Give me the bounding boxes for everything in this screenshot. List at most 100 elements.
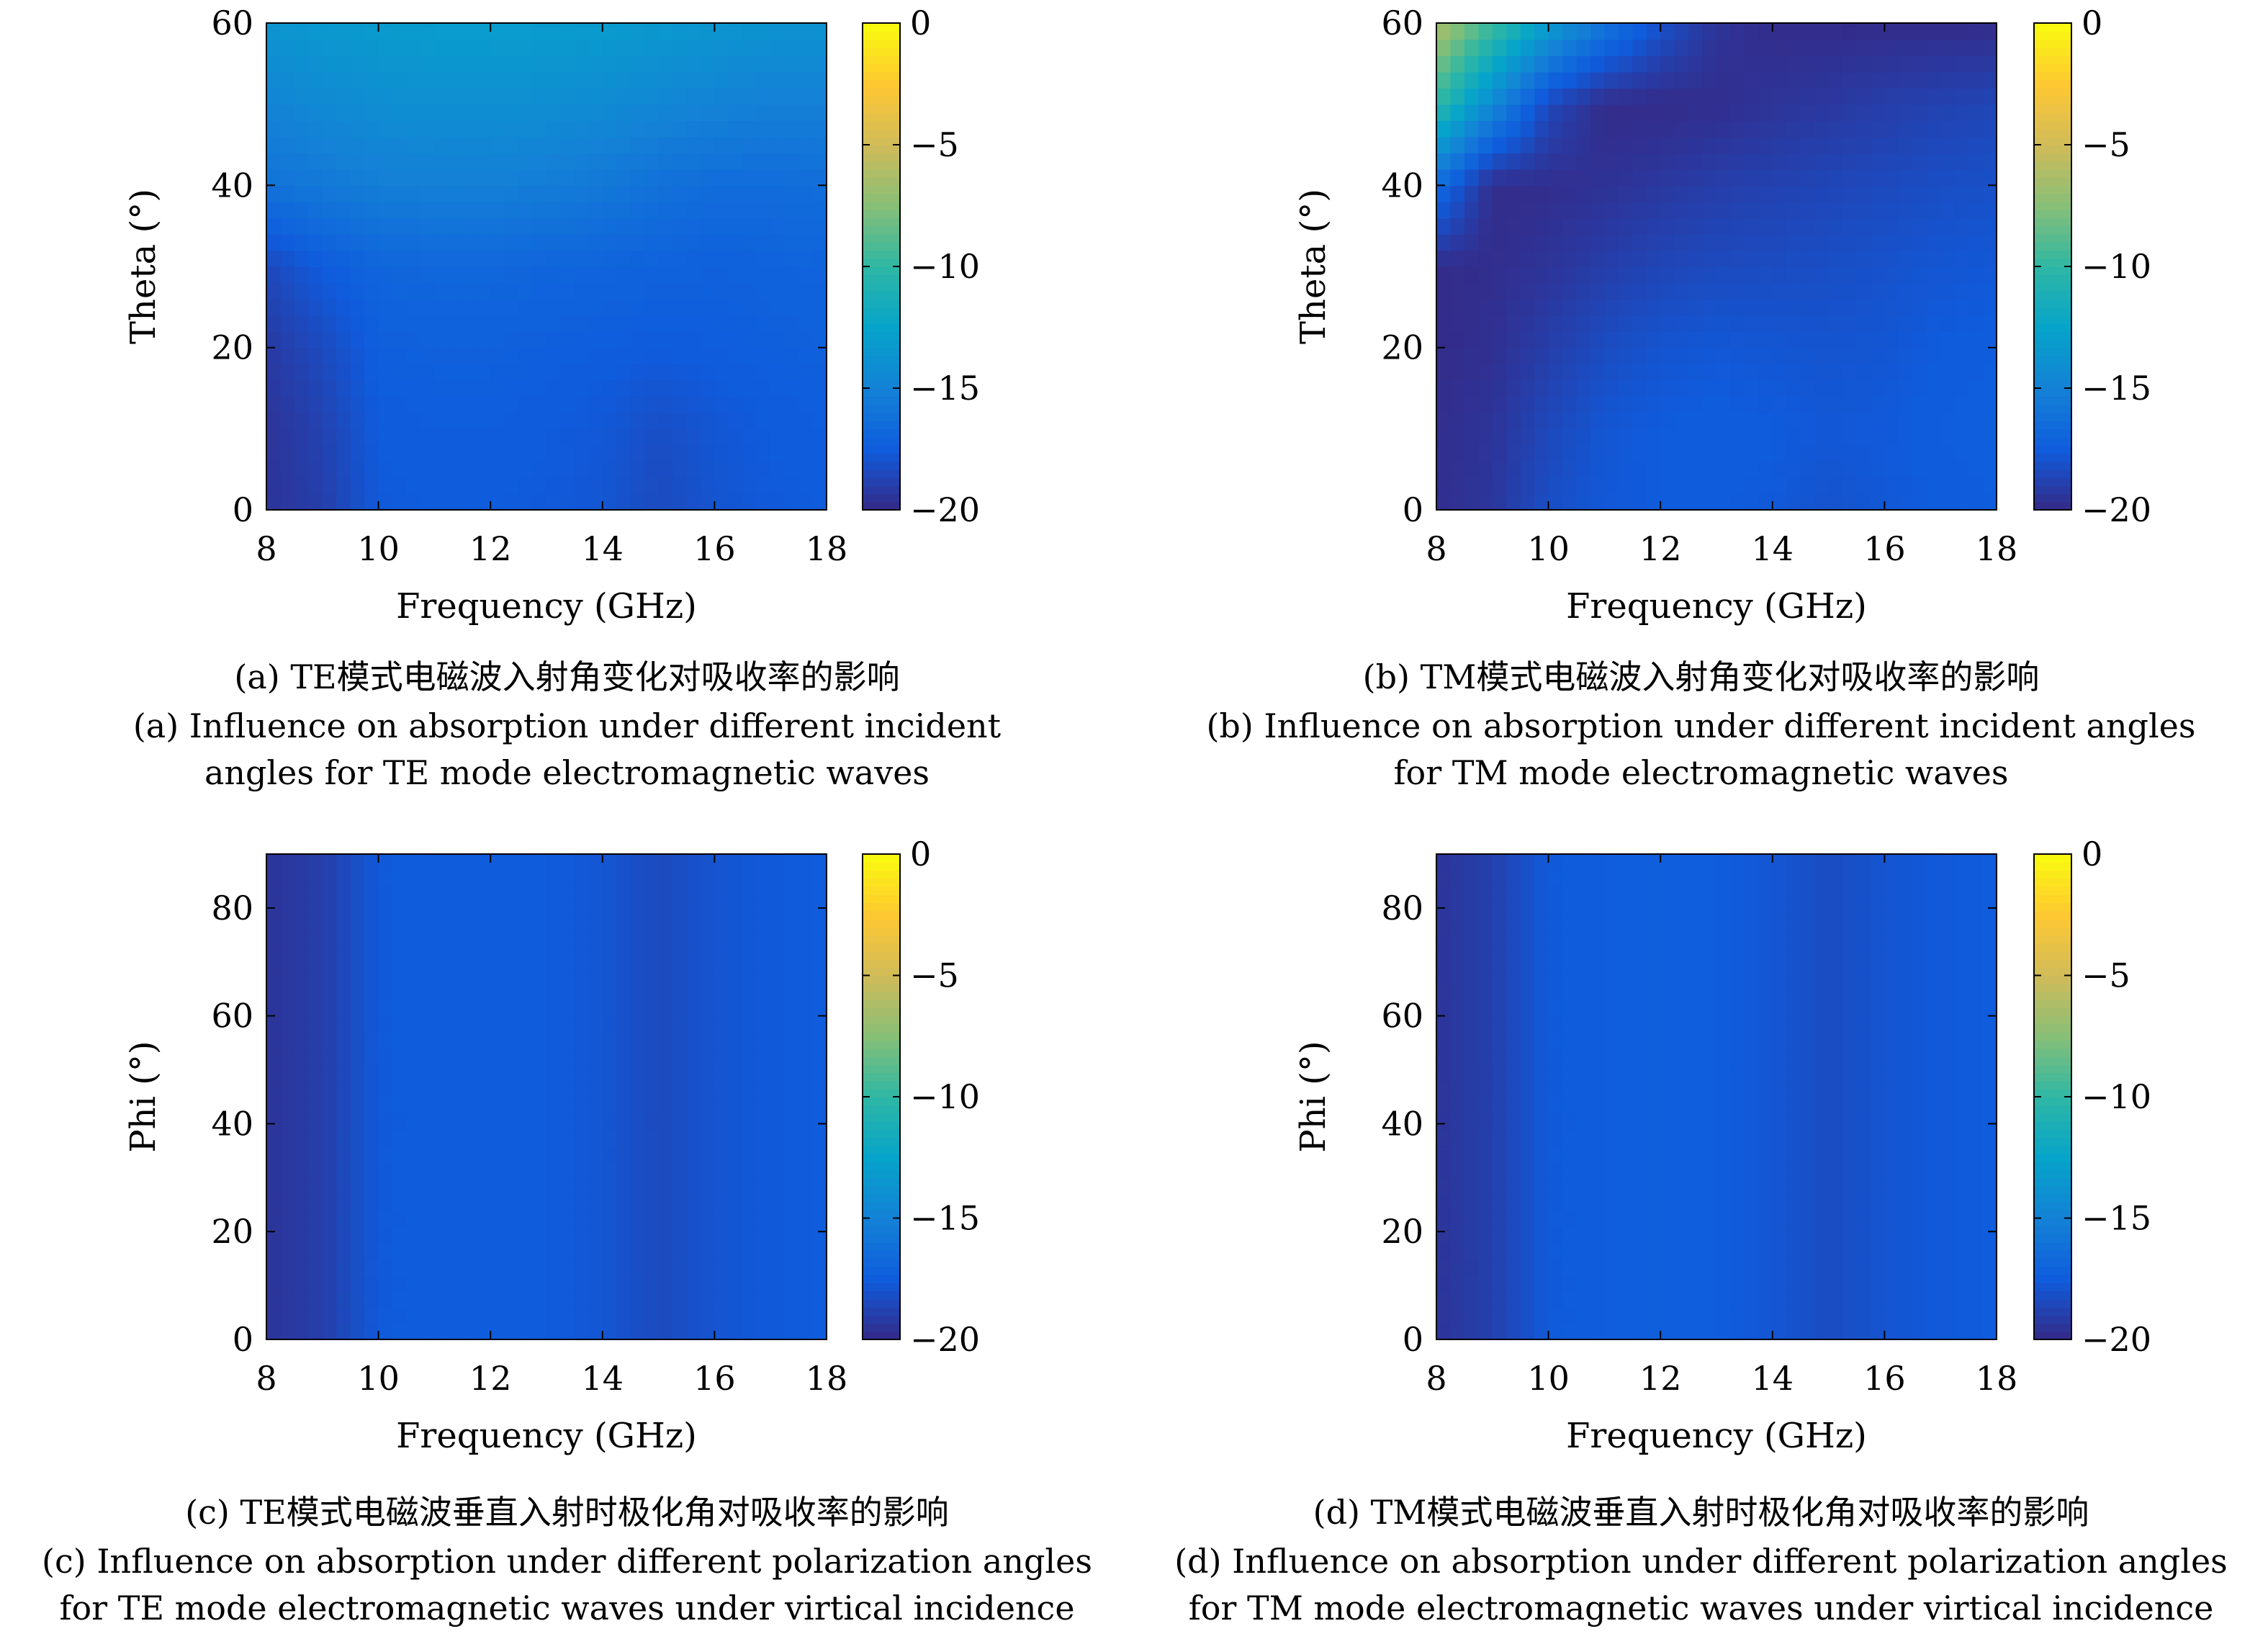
heatmap-cell <box>420 1323 436 1340</box>
heatmap-c <box>266 854 827 1340</box>
heatmap-cell <box>294 444 310 462</box>
heatmap-cell <box>1730 169 1745 187</box>
heatmap-cell <box>812 1048 827 1065</box>
heatmap-cell <box>812 1275 827 1292</box>
heatmap-cell <box>588 1323 603 1340</box>
heatmap-cell <box>294 1275 310 1292</box>
heatmap-cell <box>1646 1128 1661 1146</box>
heatmap-cell <box>1660 1097 1675 1114</box>
heatmap-cell <box>448 886 464 904</box>
heatmap-cell <box>1478 1048 1493 1065</box>
heatmap-cell <box>364 104 379 121</box>
heatmap-cell <box>1772 250 1788 267</box>
heatmap-cell <box>1548 493 1563 511</box>
heatmap-cell <box>1730 1097 1745 1114</box>
heatmap-cell <box>1870 1193 1886 1211</box>
heatmap-cell <box>336 153 351 170</box>
heatmap-cell <box>560 396 575 413</box>
heatmap-cell <box>770 951 786 969</box>
heatmap-cell <box>728 266 744 284</box>
heatmap-cell <box>1506 493 1521 511</box>
heatmap-cell <box>1926 185 1941 202</box>
heatmap-cell <box>1702 1113 1717 1130</box>
heatmap-cell <box>1800 282 1815 300</box>
heatmap-cell <box>350 1015 365 1033</box>
heatmap-cell <box>672 136 688 154</box>
heatmap-cell <box>1604 493 1619 511</box>
heatmap-cell <box>672 461 688 478</box>
heatmap-cell <box>532 331 547 349</box>
heatmap-cell <box>1576 88 1591 105</box>
heatmap-cell <box>308 136 323 154</box>
heatmap-cell <box>378 250 393 267</box>
heatmap-cell <box>1492 1226 1508 1243</box>
heatmap-cell <box>798 477 814 495</box>
heatmap-cell <box>588 1097 603 1114</box>
heatmap-cell <box>1436 1307 1452 1324</box>
heatmap-cell <box>1730 918 1745 936</box>
heatmap-cell <box>1982 120 1997 138</box>
heatmap-cell <box>1506 461 1521 478</box>
heatmap-cell <box>1492 1275 1508 1292</box>
heatmap-cell <box>1744 493 1760 511</box>
heatmap-cell <box>1506 364 1521 381</box>
heatmap-cell <box>798 461 814 478</box>
heatmap-cell <box>1674 1000 1689 1017</box>
heatmap-cell <box>742 902 757 920</box>
heatmap-cell <box>700 396 716 413</box>
heatmap-cell <box>1730 1226 1745 1243</box>
heatmap-cell <box>728 331 744 349</box>
heatmap-cell <box>1562 1307 1578 1324</box>
heatmap-cell <box>1954 935 1969 952</box>
heatmap-cell <box>1758 1048 1773 1065</box>
heatmap-cell <box>644 1307 660 1324</box>
heatmap-cell <box>1898 1177 1914 1195</box>
heatmap-cell <box>1478 331 1493 349</box>
y-tick-label: 20 <box>211 1212 253 1251</box>
heatmap-cell <box>1632 1193 1647 1211</box>
heatmap-cell <box>504 1113 519 1130</box>
heatmap-cell <box>1618 23 1634 40</box>
heatmap-cell <box>476 266 491 284</box>
heatmap-cell <box>546 412 562 430</box>
heatmap-cell <box>350 428 365 446</box>
heatmap-cell <box>658 493 673 511</box>
heatmap-cell <box>1674 477 1689 495</box>
heatmap-cell <box>1492 364 1508 381</box>
heatmap-cell <box>1968 1080 1984 1097</box>
heatmap-cell <box>1604 55 1619 73</box>
heatmap-cell <box>1702 120 1717 138</box>
heatmap-cell <box>588 396 603 413</box>
heatmap-cell <box>700 870 716 887</box>
heatmap-cell <box>518 1145 534 1162</box>
heatmap-cell <box>1744 935 1760 952</box>
heatmap-cell <box>644 39 660 56</box>
heatmap-cell <box>1982 1290 1997 1308</box>
heatmap-cell <box>616 1161 631 1179</box>
heatmap-cell <box>266 967 282 984</box>
heatmap-cell <box>420 428 436 446</box>
heatmap-cell <box>672 185 688 202</box>
heatmap-cell <box>476 380 491 398</box>
colorbar-segment <box>2034 79 2071 89</box>
heatmap-cell <box>630 1193 645 1211</box>
heatmap-cell <box>1506 1145 1521 1162</box>
heatmap-cell <box>1674 233 1689 251</box>
heatmap-cell <box>630 185 645 202</box>
heatmap-cell <box>812 1242 827 1259</box>
y-tick-label: 40 <box>211 166 253 205</box>
heatmap-cell <box>364 299 379 316</box>
heatmap-cell <box>714 266 729 284</box>
heatmap-cell <box>532 1032 547 1049</box>
heatmap-cell <box>546 282 562 300</box>
heatmap-cell <box>644 1323 660 1340</box>
heatmap-cell <box>616 1242 631 1259</box>
colorbar-segment <box>863 299 900 308</box>
heatmap-cell <box>1744 1275 1760 1292</box>
heatmap-cell <box>1898 364 1914 381</box>
heatmap-cell <box>756 1307 771 1324</box>
heatmap-cell <box>1716 233 1732 251</box>
heatmap-cell <box>490 1097 505 1114</box>
heatmap-cell <box>1968 217 1984 235</box>
heatmap-cell <box>560 1258 575 1275</box>
